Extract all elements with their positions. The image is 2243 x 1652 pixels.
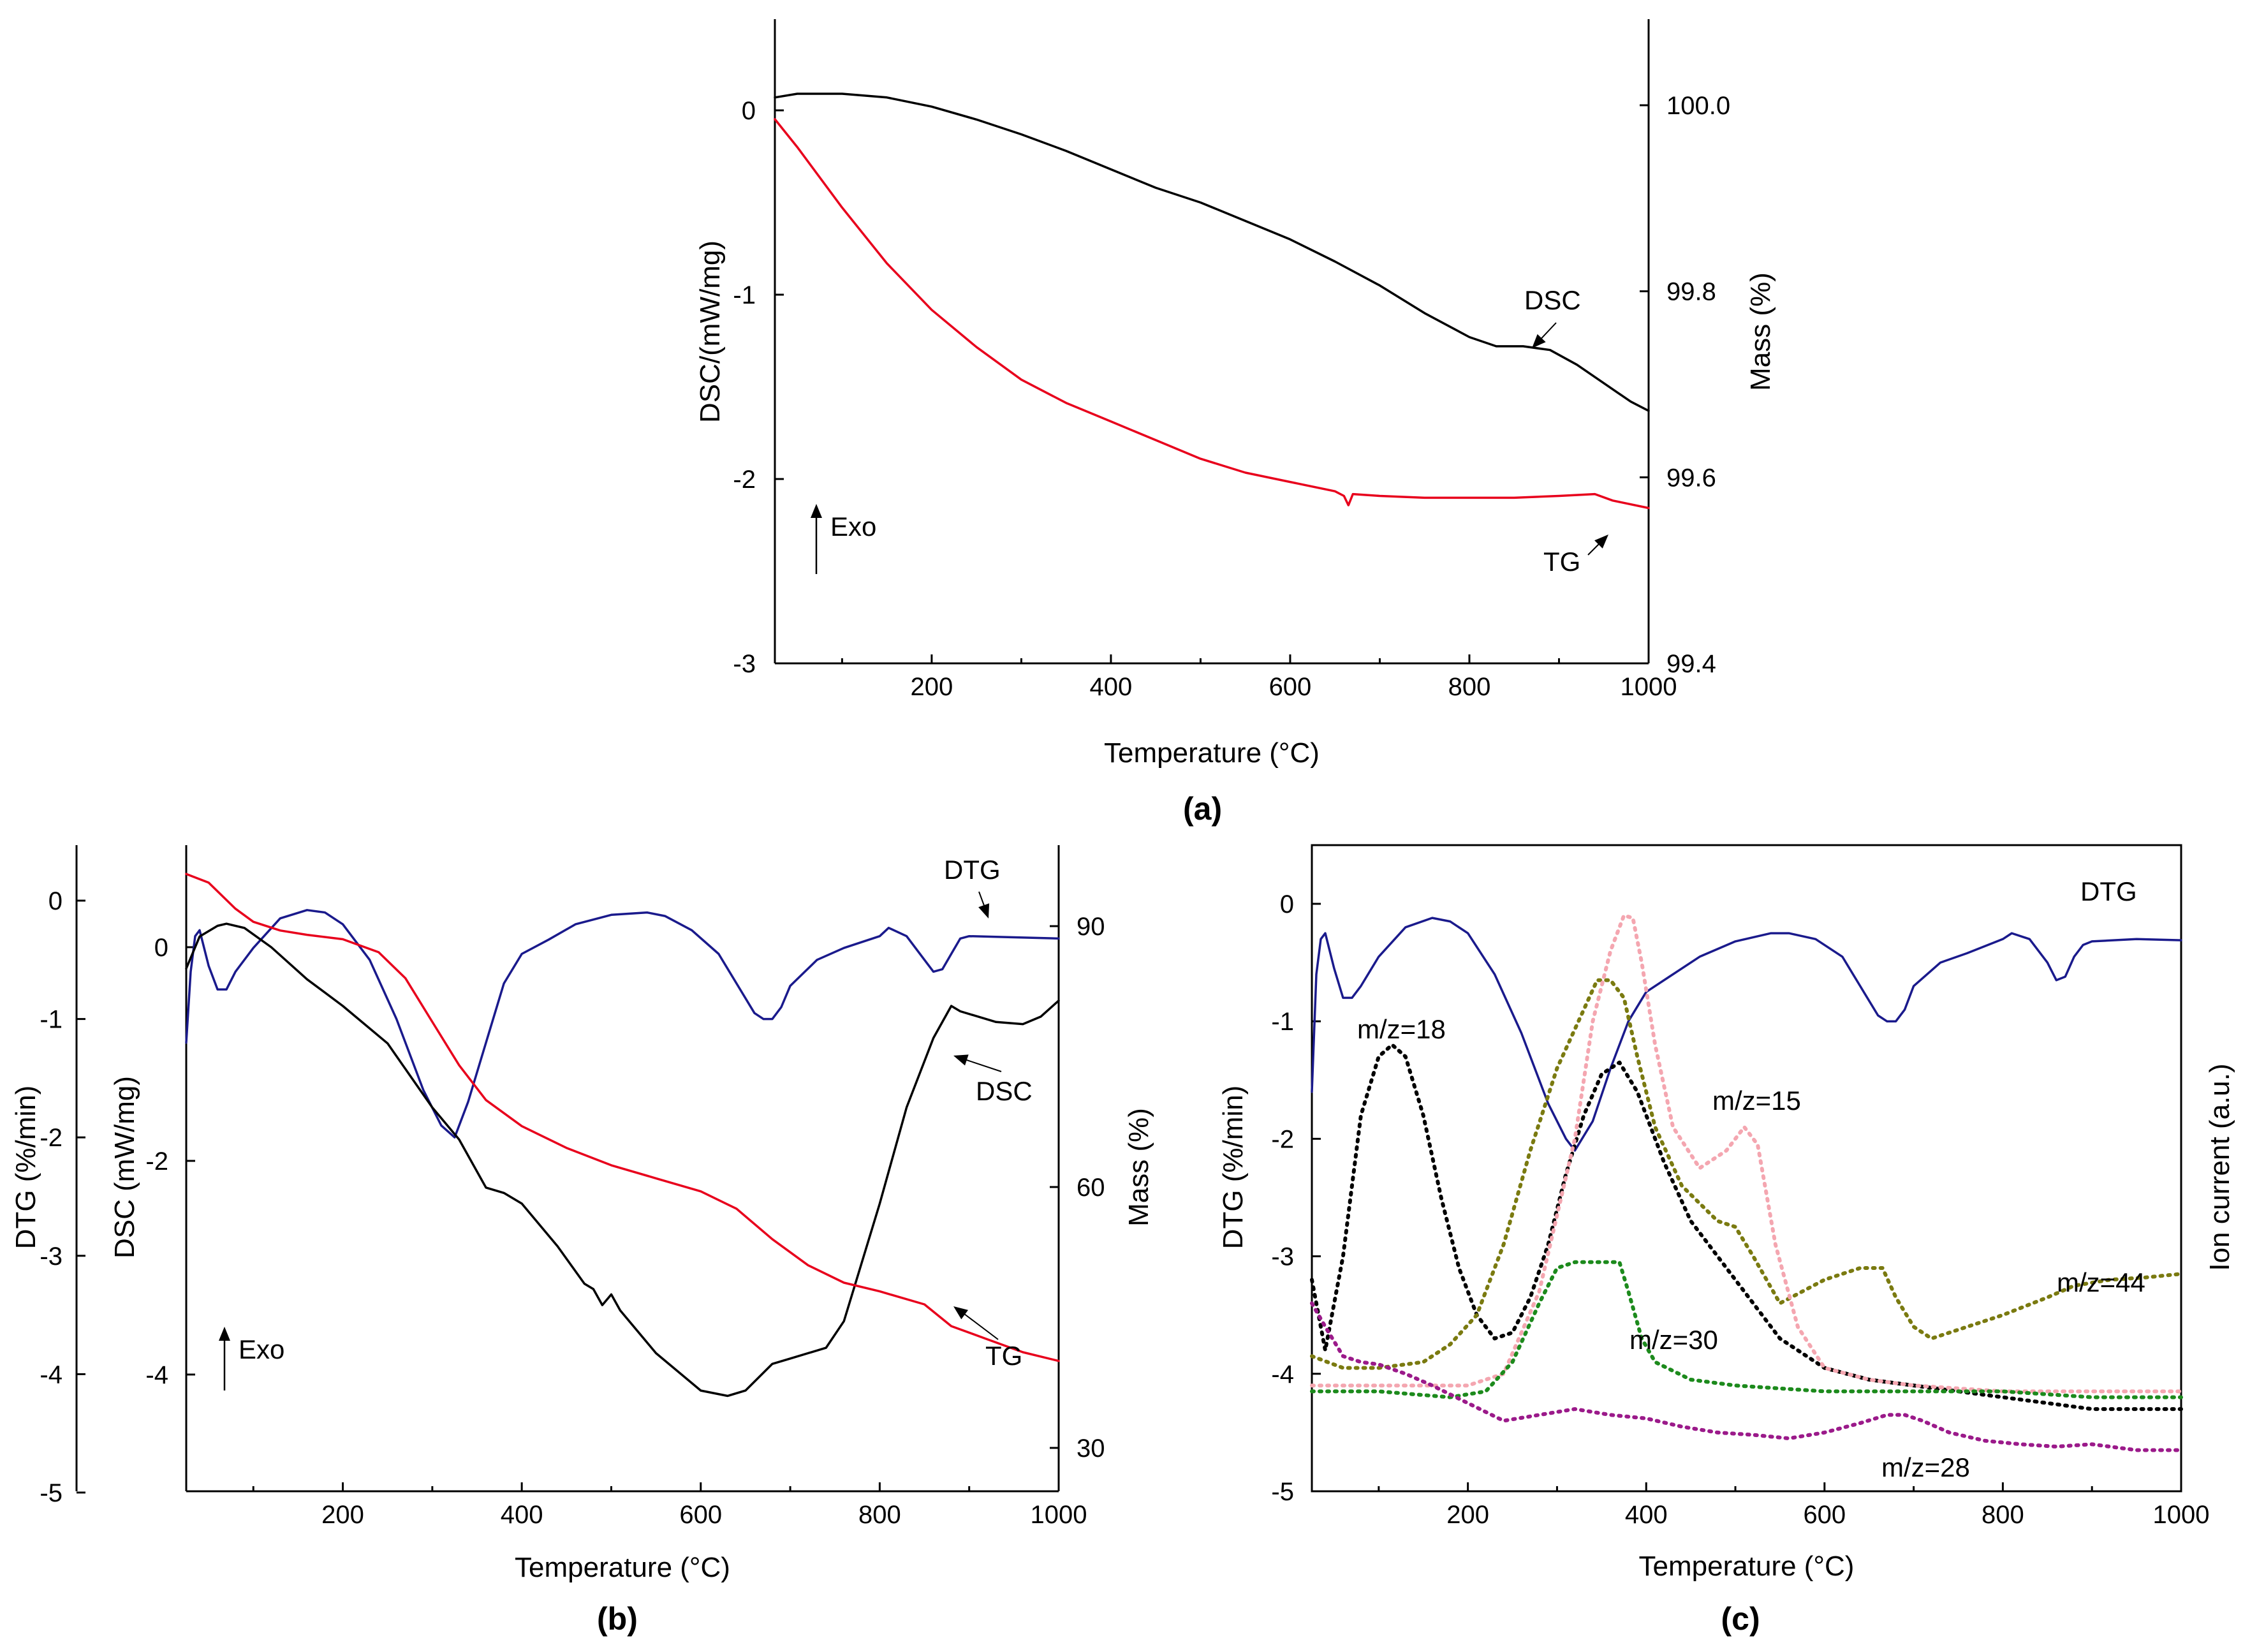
y-tick-label: 0 [154,934,168,962]
annotation-mz44: m/z=44 [2057,1267,2145,1297]
annotation-mz15: m/z=15 [1712,1086,1801,1116]
series-dtg-line [185,909,1060,1139]
x-tick-label: 1000 [2153,1501,2210,1529]
annotation-dtg: DTG [944,855,1001,885]
annotation-dtg: DTG [2080,876,2137,906]
exo-label: Exo [830,512,876,542]
x-tick-label: 1000 [1031,1501,1087,1529]
y-tick-label: 0 [742,97,756,125]
y-tick-label: 99.6 [1666,464,1716,492]
y-axis-title-left: DSC/(mW/mg) [695,240,726,423]
x-tick-label: 400 [1090,673,1133,701]
y-axis-title-right: Mass (%) [1745,272,1776,391]
x-tick-label: 1000 [1621,673,1677,701]
x-tick-label: 600 [1269,673,1312,701]
annotation-tg-arrowhead [953,1306,969,1320]
series-m-z-18-line [1310,1043,2183,1412]
x-tick-label: 400 [501,1501,543,1529]
series-tg-line [774,118,1650,510]
annotation-tg-arrow [964,1313,999,1340]
annotation-dsc: DSC [976,1076,1033,1106]
y-tick-label: -3 [1271,1243,1294,1271]
exo-arrow-head [219,1327,230,1341]
y-tick-label: 100.0 [1666,92,1730,120]
panel-label-b: (b) [597,1601,638,1637]
x-tick-label: 400 [1625,1501,1668,1529]
annotation-dsc: DSC [1524,285,1581,315]
y-tick-label: 0 [1280,890,1294,918]
series-dsc-line [774,92,1650,412]
y-axis-title-outer: DTG (%/min) [10,1086,41,1250]
y-tick-label: 30 [1077,1434,1105,1463]
panel-c: 200 400 600 800 1000 0 -1 -2 -3 -4 -5 Temperature (… [1217,844,2235,1637]
y-tick-label: -5 [1271,1478,1294,1506]
panel-label-c: (c) [1721,1601,1760,1637]
annotation-dtg-arrowhead [978,903,990,918]
series-dtg-line [1311,917,2182,1152]
y-tick-label: -1 [1271,1008,1294,1036]
annotation-dsc-arrow [962,1058,1002,1072]
annotation-tg: TG [1543,547,1580,577]
y-tick-label: -2 [733,466,756,494]
y-tick-label: -5 [40,1479,63,1507]
x-tick-label: 200 [1446,1501,1489,1529]
y-tick-label: 99.8 [1666,278,1716,306]
x-tick-label: 600 [679,1501,722,1529]
y-axis-title-right: Mass (%) [1123,1108,1154,1227]
exo-label: Exo [239,1334,284,1364]
series-m-z-44-line [1310,978,2183,1370]
y-tick-label: -2 [1271,1125,1294,1153]
x-tick-label: 600 [1803,1501,1846,1529]
x-tick-label: 800 [1982,1501,2024,1529]
y-tick-label: -1 [40,1006,63,1034]
y-tick-label: 0 [48,887,63,915]
y-tick-label: 90 [1077,913,1105,941]
series-m-z-28-line [1310,1301,2183,1452]
annotation-tg-arrowhead [1594,535,1608,549]
y-tick-label: -3 [733,650,756,678]
annotation-dsc-arrowhead [1532,334,1546,348]
y-tick-label: -4 [145,1361,168,1389]
y-tick-label: -4 [1271,1361,1294,1389]
y-axis-title-left: DSC (mW/mg) [109,1076,140,1258]
annotation-dsc-arrowhead [953,1054,969,1066]
y-axis-title-right: Ion current (a.u.) [2204,1063,2235,1271]
y-tick-label: 99.4 [1666,650,1716,678]
series-m-z-30-line [1310,1260,2183,1399]
series-dsc-line [185,922,1060,1398]
y-tick-label: -2 [40,1124,63,1152]
x-tick-label: 200 [911,673,953,701]
panel-b: 200 400 600 800 1000 0 -1 -2 -3 -4 -5 0 -2 -4 90 60 30 Te… [10,845,1154,1637]
exo-arrow-head [811,504,822,518]
x-tick-label: 800 [1448,673,1491,701]
y-tick-label: -3 [40,1243,63,1271]
panel-a: 200 400 600 800 1000 0 -1 -2 -3 100.0 99.8 99.6 99.4… [695,19,1776,827]
y-tick-label: -2 [145,1147,168,1176]
series-m-z-15-line [1310,913,2183,1394]
panel-label-a: (a) [1183,791,1222,827]
x-axis-title: Temperature (°C) [1104,737,1320,769]
x-tick-label: 200 [321,1501,364,1529]
y-tick-label: -1 [733,281,756,309]
x-tick-label: 800 [858,1501,901,1529]
annotation-mz28: m/z=28 [1881,1452,1970,1482]
annotation-mz30: m/z=30 [1629,1325,1718,1355]
annotation-mz18: m/z=18 [1357,1014,1446,1044]
y-axis-title-left: DTG (%/min) [1217,1086,1249,1250]
plot-frame [1311,844,2182,1493]
y-tick-label: 60 [1077,1174,1105,1202]
y-tick-label: -4 [40,1361,63,1389]
annotation-tg: TG [985,1341,1022,1371]
series-tg-line [185,873,1060,1362]
x-axis-title: Temperature (°C) [1639,1551,1855,1582]
x-axis-title: Temperature (°C) [515,1552,730,1583]
